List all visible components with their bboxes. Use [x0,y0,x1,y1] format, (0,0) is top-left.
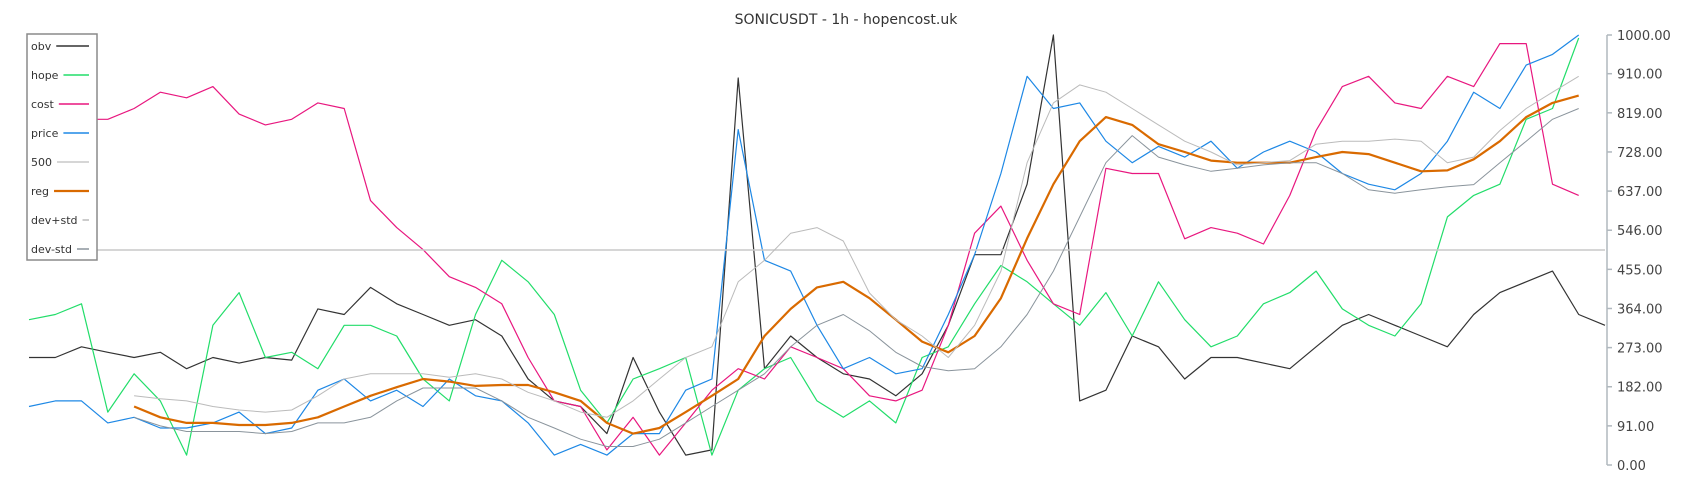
legend: obv hope cost price 500 reg dev+std dev-std [26,33,98,261]
legend-item: dev-std [31,243,89,256]
series-line-reg [133,94,1579,435]
legend-item: reg [31,185,89,198]
y-tick-label: 91.00 [1617,420,1654,435]
series-line-price [28,34,1580,456]
y-tick-label: 910.00 [1617,68,1663,83]
y-tick-label: 273.00 [1617,342,1663,357]
legend-label: dev-std [31,243,72,256]
legend-label: cost [31,98,55,111]
y-tick-label: 455.00 [1617,263,1663,278]
legend-label: hope [31,69,59,82]
legend-label: reg [31,185,49,198]
legend-box [26,33,98,261]
y-tick-label: 0.00 [1617,459,1646,474]
legend-label: price [31,127,59,140]
legend-item: 500 [31,156,89,169]
y-tick-label: 637.00 [1617,185,1663,200]
y-tick-label: 819.00 [1617,107,1663,122]
series-layer [28,34,1606,456]
legend-item: dev+std [31,214,89,227]
y-tick-label: 1000.00 [1617,29,1671,44]
y-tick-label: 728.00 [1617,146,1663,161]
y-axis: 0.00 91.00 182.00 273.00 364.00 455.00 546.00 6… [1606,29,1671,474]
legend-item: cost [31,98,89,111]
y-tick-label: 546.00 [1617,224,1663,239]
chart-title: SONICUSDT - 1h - hopencost.uk [735,12,959,28]
legend-item: obv [31,40,89,53]
legend-label: obv [31,40,52,53]
legend-label: 500 [31,156,52,169]
series-line-obv [29,34,1606,456]
y-tick-label: 182.00 [1617,381,1663,396]
y-tick-label: 364.00 [1617,302,1663,317]
legend-item: price [31,127,89,140]
legend-item: hope [31,69,89,82]
series-line-cost [29,43,1579,456]
legend-label: dev+std [31,214,78,227]
series-line-dev-std [133,108,1579,447]
series-line-dev-std [134,75,1579,418]
series-line-hope [28,37,1580,456]
